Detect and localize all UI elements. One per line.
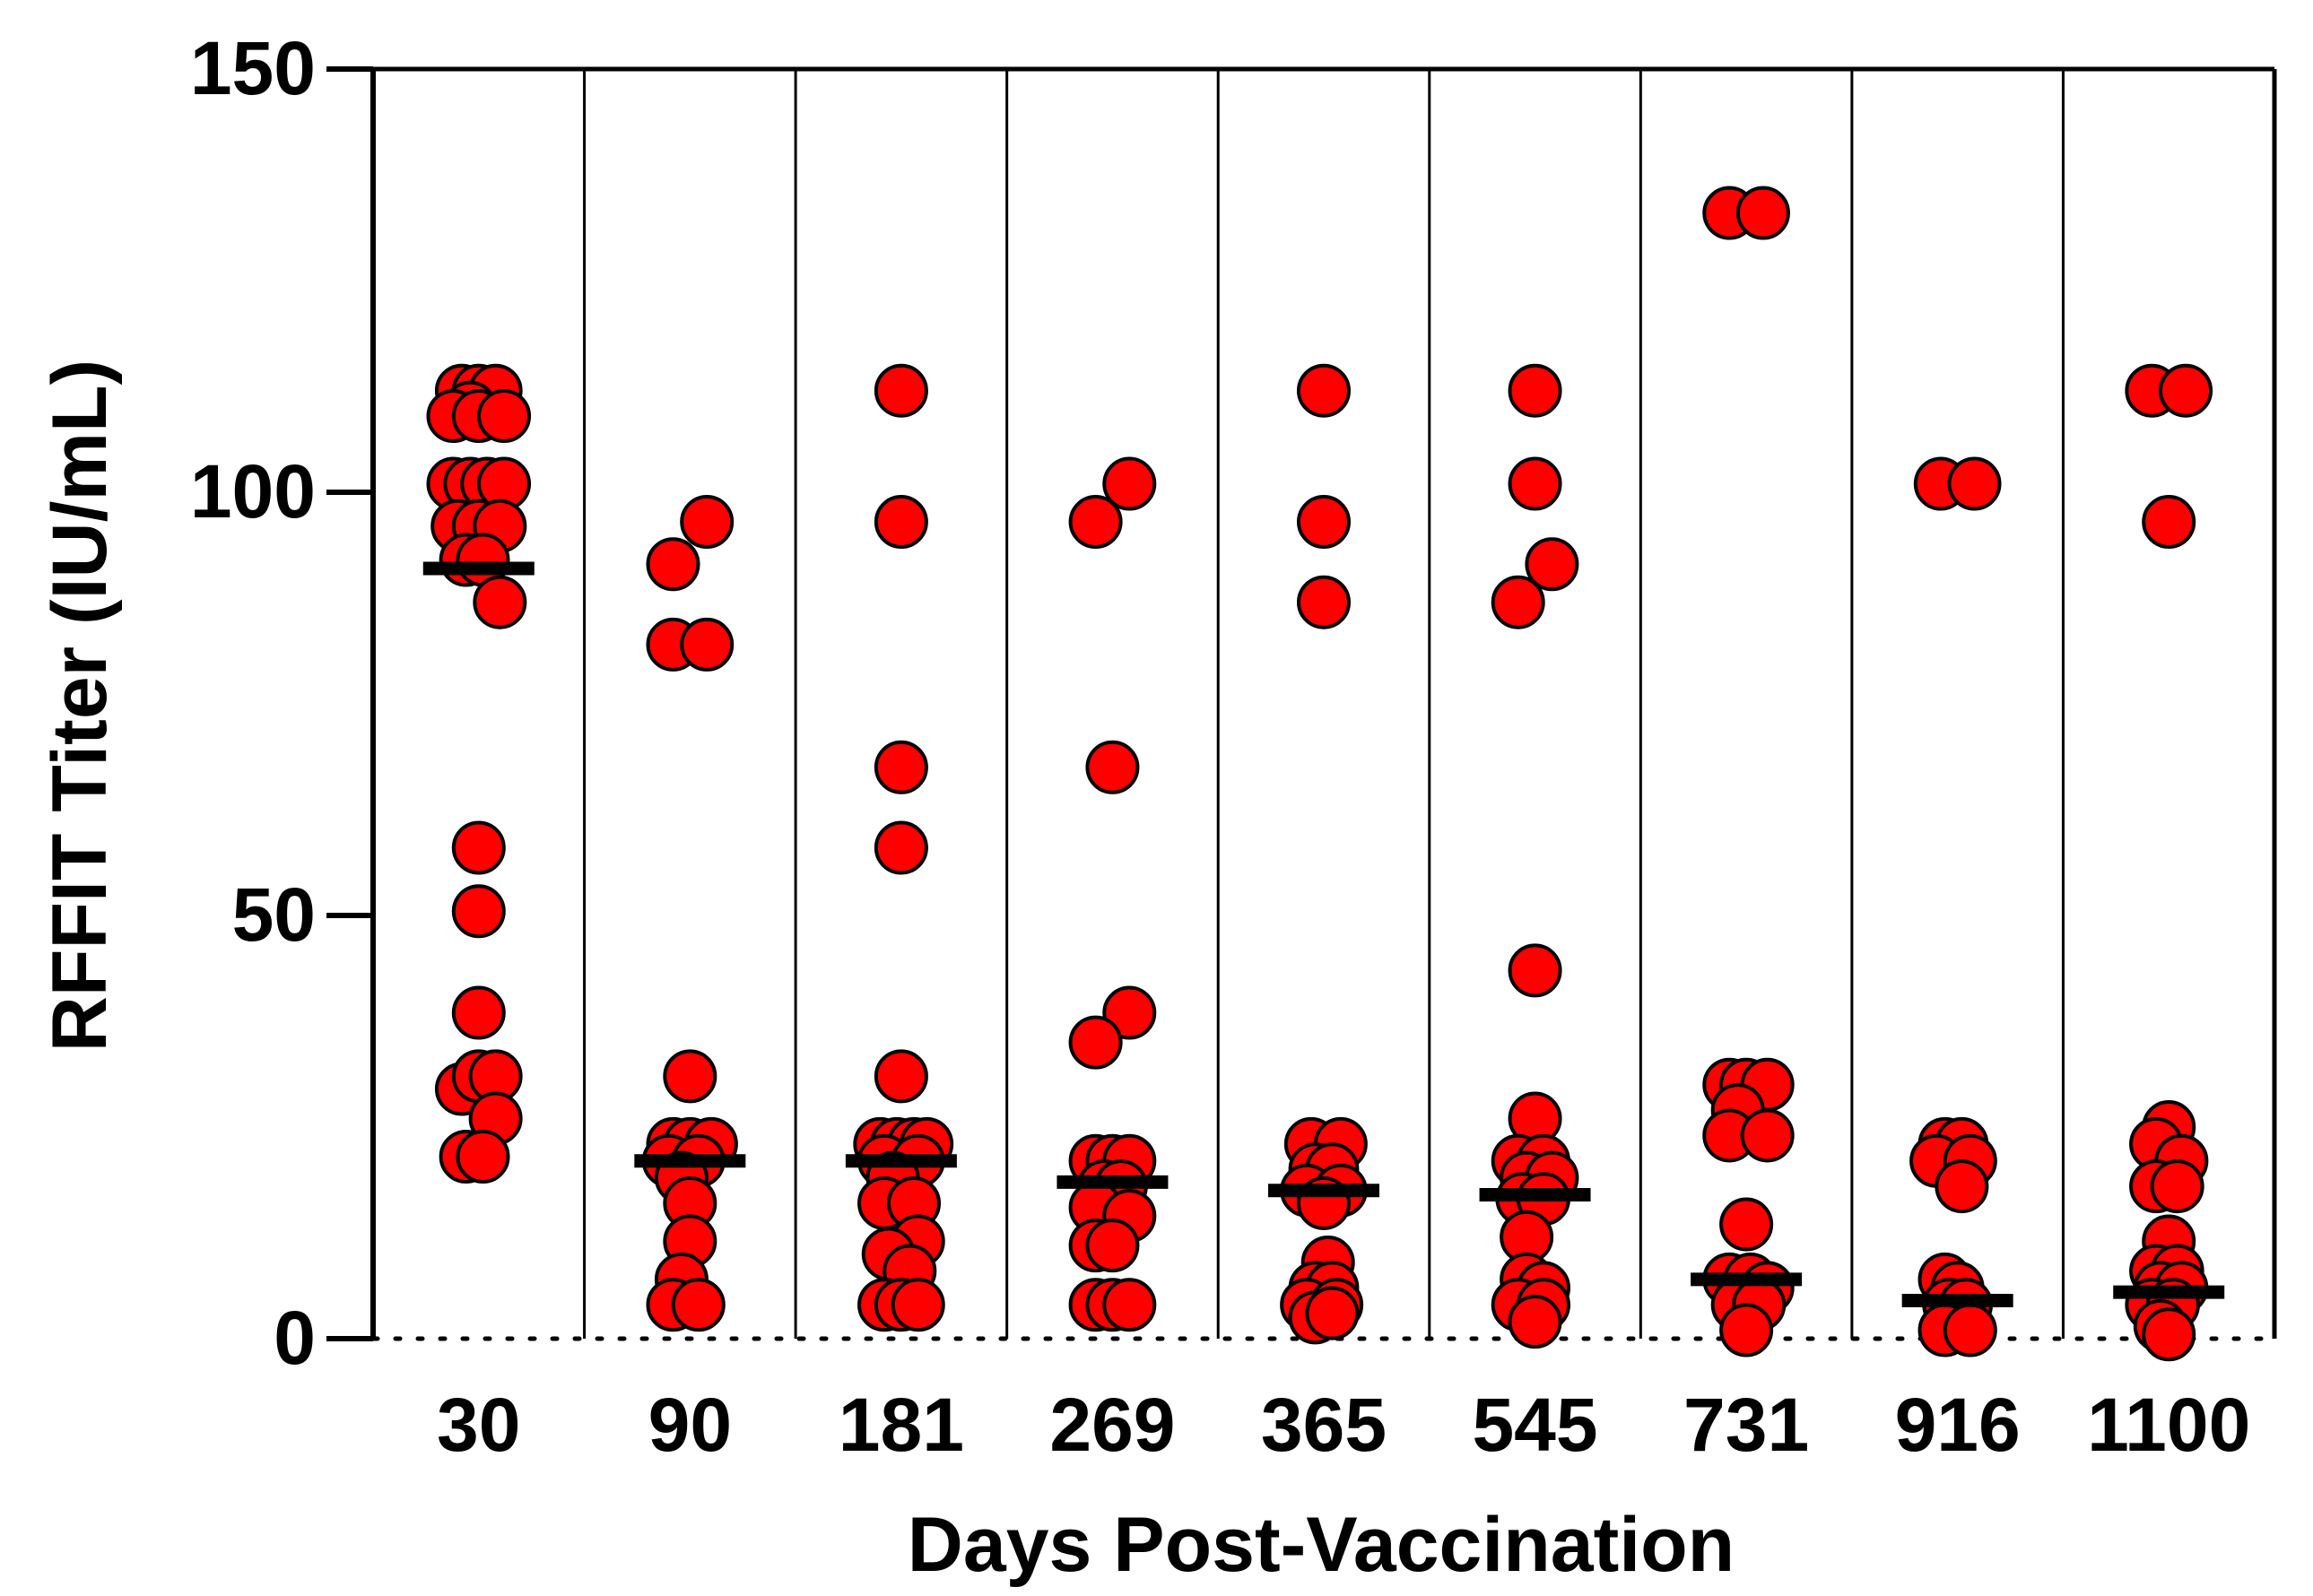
x-tick-label: 545	[1472, 1383, 1597, 1467]
x-tick-label: 731	[1683, 1383, 1809, 1467]
data-point	[1943, 1303, 1997, 1357]
data-point	[1735, 186, 1790, 240]
data-point	[646, 537, 700, 592]
y-axis-title: RFFIT Titer (IU/mL)	[37, 360, 123, 1052]
data-point	[891, 1278, 945, 1332]
x-tick-label: 30	[437, 1383, 520, 1467]
data-point	[1102, 456, 1157, 511]
data-point	[473, 575, 527, 629]
data-point	[456, 1130, 510, 1184]
data-point	[1508, 1295, 1562, 1349]
data-point	[1525, 537, 1579, 592]
data-point	[680, 495, 735, 550]
data-point	[477, 389, 532, 444]
x-tick-label: 916	[1895, 1383, 2021, 1467]
data-point	[1085, 1219, 1140, 1273]
x-tick-label: 1100	[2087, 1383, 2250, 1467]
data-point	[1305, 1286, 1360, 1340]
data-point	[663, 1049, 717, 1104]
data-points	[426, 186, 2213, 1362]
data-point	[1068, 495, 1123, 550]
y-tick-label: 0	[274, 1296, 316, 1380]
data-point	[874, 363, 928, 418]
data-point	[1508, 943, 1562, 998]
y-tick-label: 100	[190, 449, 316, 533]
data-point	[874, 1049, 928, 1104]
data-point	[2159, 363, 2213, 418]
data-point	[671, 1278, 726, 1332]
data-point	[2142, 495, 2196, 550]
data-point	[1491, 575, 1545, 629]
data-point	[1297, 575, 1351, 629]
data-point	[1935, 1159, 1989, 1214]
data-point	[1297, 363, 1351, 418]
data-point	[1508, 456, 1562, 511]
y-tick-label: 150	[190, 26, 316, 110]
x-tick-label: 90	[648, 1383, 732, 1467]
data-point	[1719, 1197, 1774, 1252]
data-point	[1297, 495, 1351, 550]
x-tick-label: 181	[839, 1383, 964, 1467]
data-point	[680, 617, 735, 672]
data-point	[2142, 1307, 2196, 1362]
data-point	[874, 740, 928, 794]
data-point	[1740, 1108, 1795, 1163]
data-point	[874, 495, 928, 550]
category-dividers	[583, 69, 2065, 1339]
data-point	[451, 884, 506, 939]
x-tick-label: 365	[1261, 1383, 1387, 1467]
data-point	[1085, 740, 1140, 794]
data-point	[451, 820, 506, 875]
data-point	[2150, 1159, 2204, 1214]
median-lines	[422, 561, 2225, 1308]
x-tick-label: 269	[1049, 1383, 1175, 1467]
data-point	[874, 820, 928, 875]
data-point	[1102, 985, 1157, 1040]
axis-labels: Days Post-Vaccination RFFIT Titer (IU/mL…	[37, 26, 2250, 1588]
data-point	[1719, 1303, 1774, 1357]
data-point	[1102, 1278, 1157, 1332]
data-point	[451, 985, 506, 1040]
data-point	[1947, 456, 2002, 511]
y-tick-label: 50	[232, 872, 316, 957]
x-axis-title: Days Post-Vaccination	[908, 1502, 1735, 1588]
data-point	[1068, 1015, 1123, 1070]
data-point	[1508, 363, 1562, 418]
axes	[326, 66, 2277, 1341]
